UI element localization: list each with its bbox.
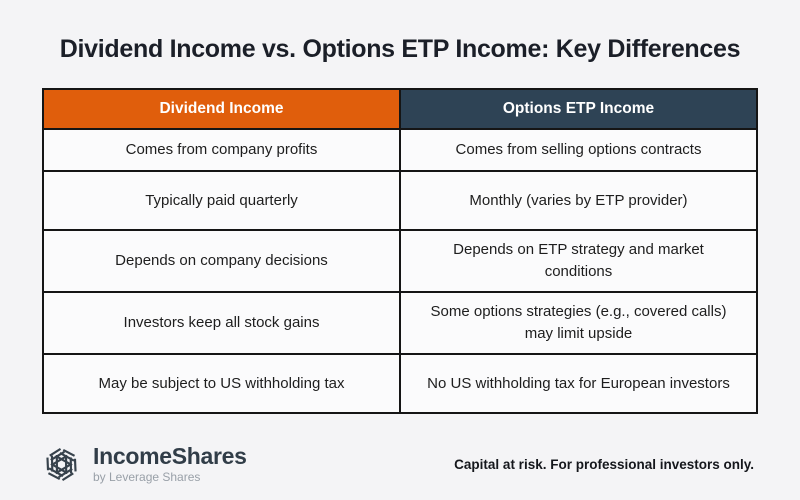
table-row: Typically paid quarterly Monthly (varies… <box>42 170 758 231</box>
table-row: Investors keep all stock gains Some opti… <box>42 291 758 355</box>
brand-name: IncomeShares <box>93 442 247 469</box>
disclaimer-text: Capital at risk. For professional invest… <box>454 456 754 472</box>
table-row: Comes from company profits Comes from se… <box>42 128 758 172</box>
column-header-options-etp-income: Options ETP Income <box>399 88 758 130</box>
brand-subtitle: by Leverage Shares <box>93 470 201 485</box>
cell-options-dependency: Depends on ETP strategy and market condi… <box>399 229 758 293</box>
cell-dividend-tax: May be subject to US withholding tax <box>42 353 401 414</box>
cell-options-upside: Some options strategies (e.g., covered c… <box>399 291 758 355</box>
cell-dividend-upside: Investors keep all stock gains <box>42 291 401 355</box>
column-header-dividend-income: Dividend Income <box>42 88 401 130</box>
cell-dividend-source: Comes from company profits <box>42 128 401 172</box>
comparison-table: Dividend Income Options ETP Income Comes… <box>42 88 758 414</box>
page-title: Dividend Income vs. Options ETP Income: … <box>59 35 741 63</box>
cell-dividend-frequency: Typically paid quarterly <box>42 170 401 231</box>
cell-options-source: Comes from selling options contracts <box>399 128 758 172</box>
brand-text: IncomeShares by Leverage Shares <box>93 444 247 484</box>
table-row: May be subject to US withholding tax No … <box>42 353 758 414</box>
brand-logo: IncomeShares by Leverage Shares <box>40 443 247 486</box>
table-header-row: Dividend Income Options ETP Income <box>42 88 758 130</box>
table-row: Depends on company decisions Depends on … <box>42 229 758 293</box>
cell-dividend-dependency: Depends on company decisions <box>42 229 401 293</box>
footer: IncomeShares by Leverage Shares Capital … <box>40 438 754 490</box>
cell-options-tax: No US withholding tax for European inves… <box>399 353 758 414</box>
incomeshares-hex-pinwheel-icon <box>46 447 77 481</box>
cell-options-frequency: Monthly (varies by ETP provider) <box>399 170 758 231</box>
